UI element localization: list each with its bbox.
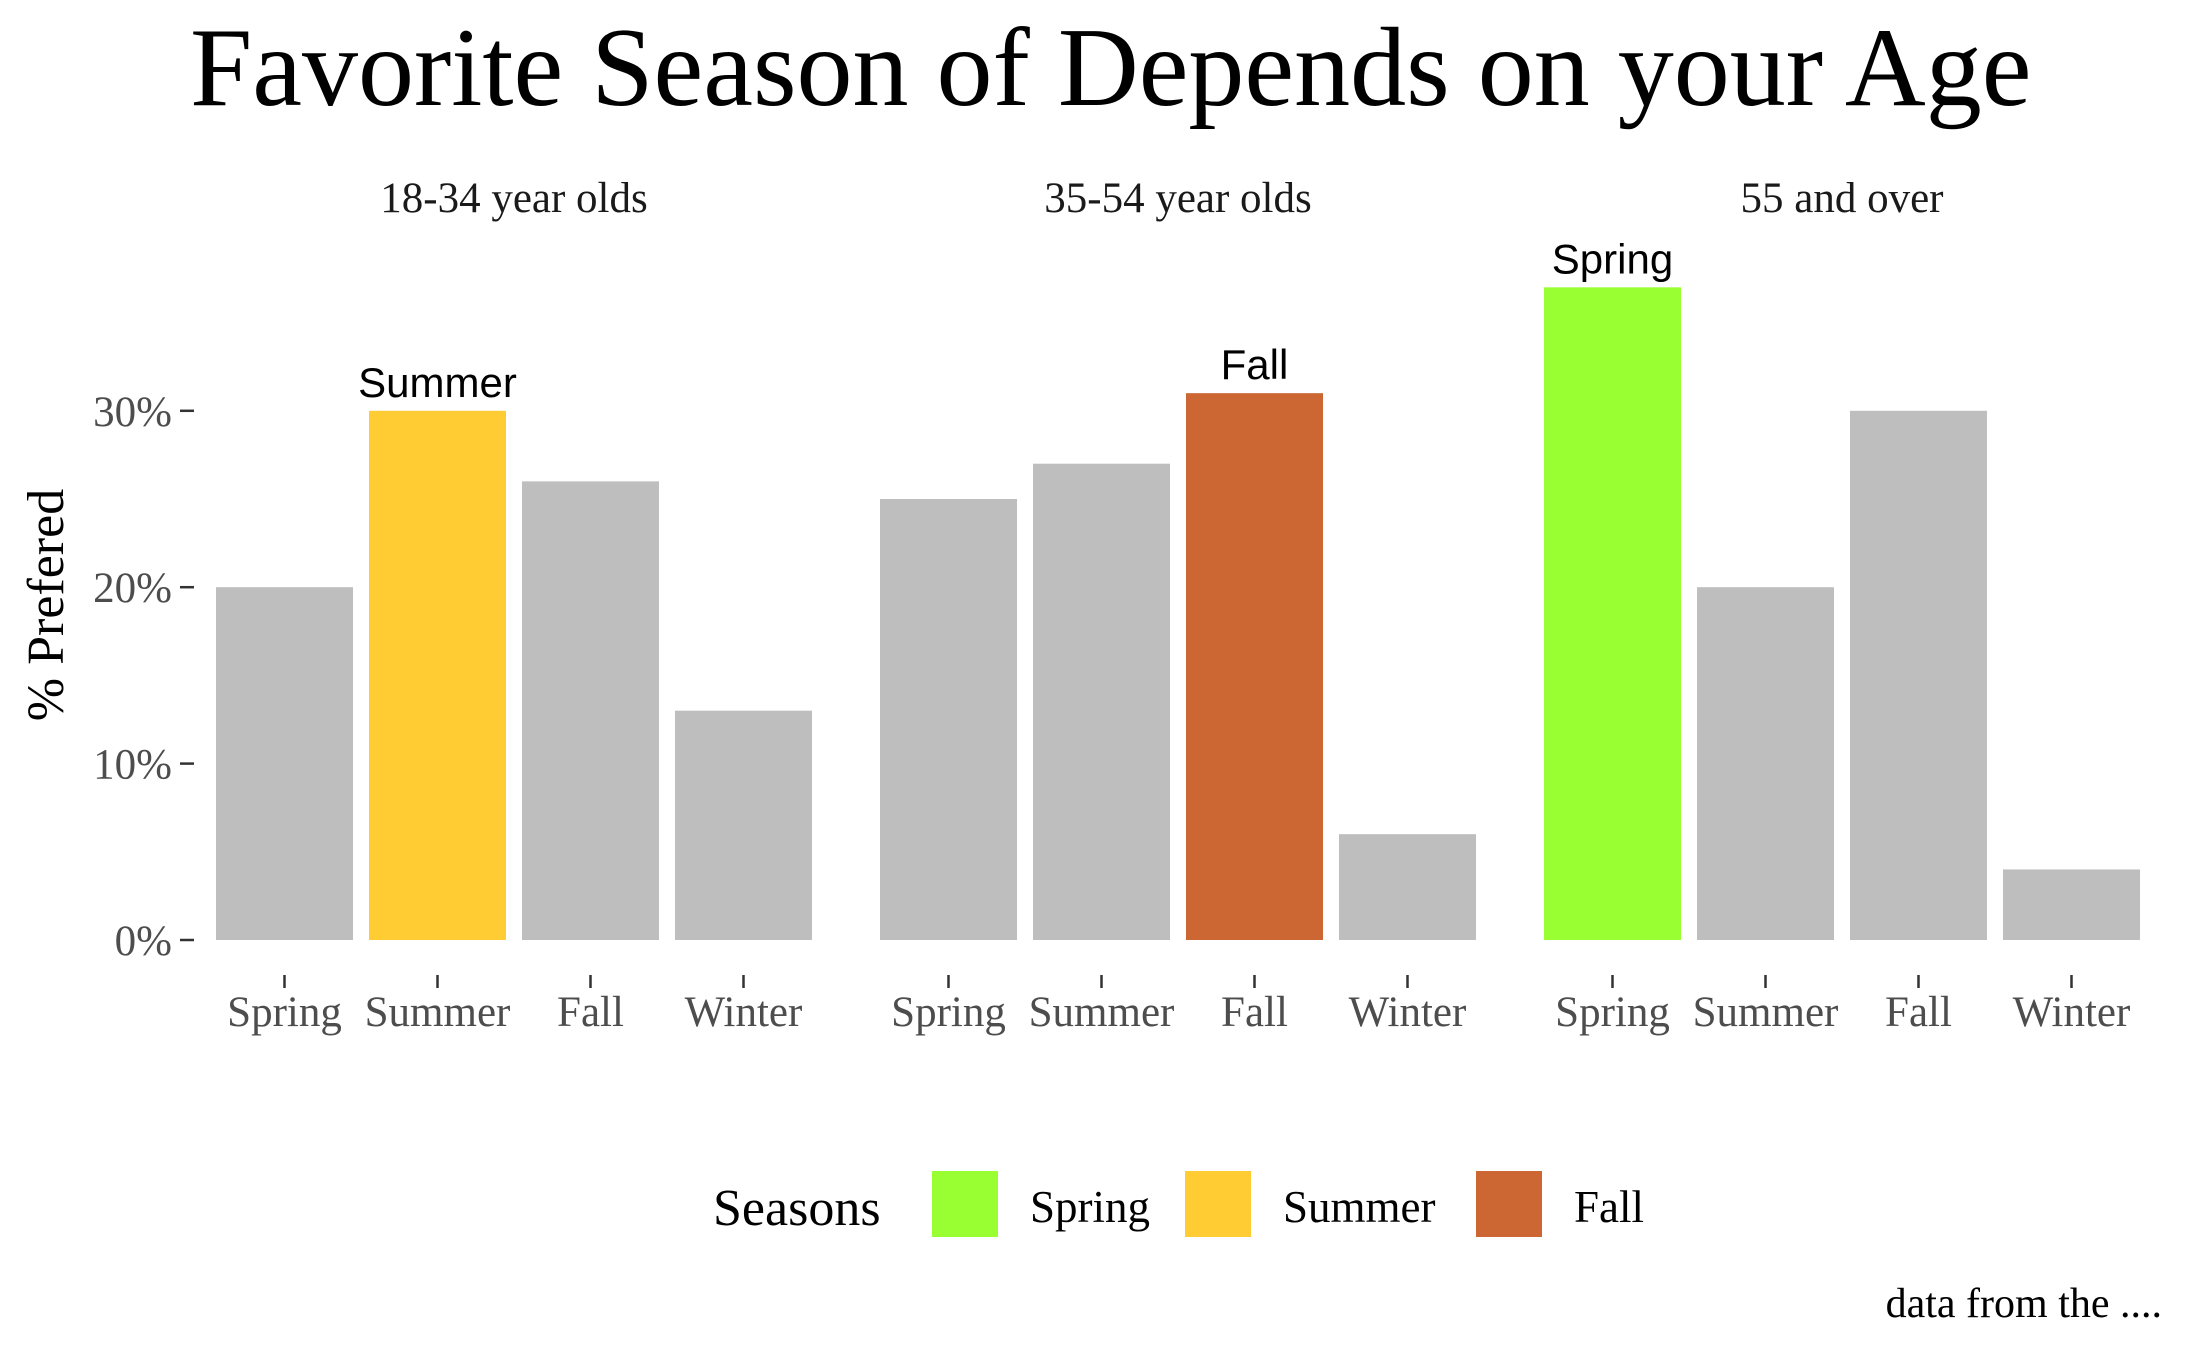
legend-label-summer: Summer	[1283, 1182, 1436, 1232]
facet-label: 18-34 year olds	[380, 175, 648, 222]
bar-winter	[1339, 834, 1476, 940]
bar-spring	[1544, 287, 1681, 940]
x-tick-label: Winter	[2013, 989, 2131, 1036]
x-tick-label: Summer	[365, 989, 511, 1036]
x-tick-label: Summer	[1693, 989, 1839, 1036]
y-axis: 0% 10% 20% 30%	[93, 389, 194, 965]
bar-data-label: Fall	[1221, 341, 1289, 388]
bar-data-label: Summer	[358, 359, 517, 406]
bar-summer	[1033, 463, 1170, 940]
legend: Seasons Spring Summer Fall	[713, 1171, 1644, 1237]
legend-title: Seasons	[713, 1180, 881, 1237]
facet-label: 35-54 year olds	[1044, 175, 1312, 222]
caption: data from the ....	[1886, 1281, 2162, 1327]
x-tick-label: Summer	[1029, 989, 1175, 1036]
y-axis-label: % Prefered	[18, 489, 75, 721]
bar-fall	[1850, 410, 1987, 940]
x-tick-label: Winter	[1349, 989, 1467, 1036]
bar-summer	[369, 410, 506, 940]
legend-key-summer	[1185, 1171, 1251, 1237]
facet-label: 55 and over	[1741, 175, 1944, 222]
bar-spring	[216, 587, 353, 940]
x-tick-label: Spring	[1555, 989, 1670, 1036]
x-tick-label: Winter	[685, 989, 803, 1036]
bar-winter	[2003, 869, 2140, 940]
bar-fall	[1186, 393, 1323, 940]
legend-key-spring	[932, 1171, 998, 1237]
facet-labels: 18-34 year olds 35-54 year olds 55 and ove…	[380, 175, 1943, 222]
chart-title: Favorite Season of Depends on your Age	[190, 6, 2031, 130]
x-tick-label: Fall	[1885, 989, 1952, 1036]
legend-key-fall	[1476, 1171, 1542, 1237]
bar-data-label: Spring	[1552, 235, 1673, 282]
y-tick-label: 20%	[93, 565, 172, 612]
bars	[216, 287, 2140, 940]
x-tick-label: Spring	[227, 989, 342, 1036]
y-tick-label: 0%	[115, 918, 172, 965]
bar-spring	[880, 499, 1017, 940]
y-tick-label: 30%	[93, 389, 172, 436]
x-tick-label: Fall	[557, 989, 624, 1036]
x-tick-label: Spring	[891, 989, 1006, 1036]
x-axis: Spring Summer Fall Winter Spring Summer Fall Wi…	[227, 975, 2130, 1036]
y-tick-label: 10%	[93, 742, 172, 789]
legend-label-spring: Spring	[1030, 1182, 1150, 1232]
bar-fall	[522, 481, 659, 940]
bar-winter	[675, 710, 812, 940]
bar-summer	[1697, 587, 1834, 940]
legend-label-fall: Fall	[1574, 1182, 1644, 1232]
x-tick-label: Fall	[1221, 989, 1288, 1036]
bar-labels: Summer Fall Spring	[358, 235, 1673, 405]
